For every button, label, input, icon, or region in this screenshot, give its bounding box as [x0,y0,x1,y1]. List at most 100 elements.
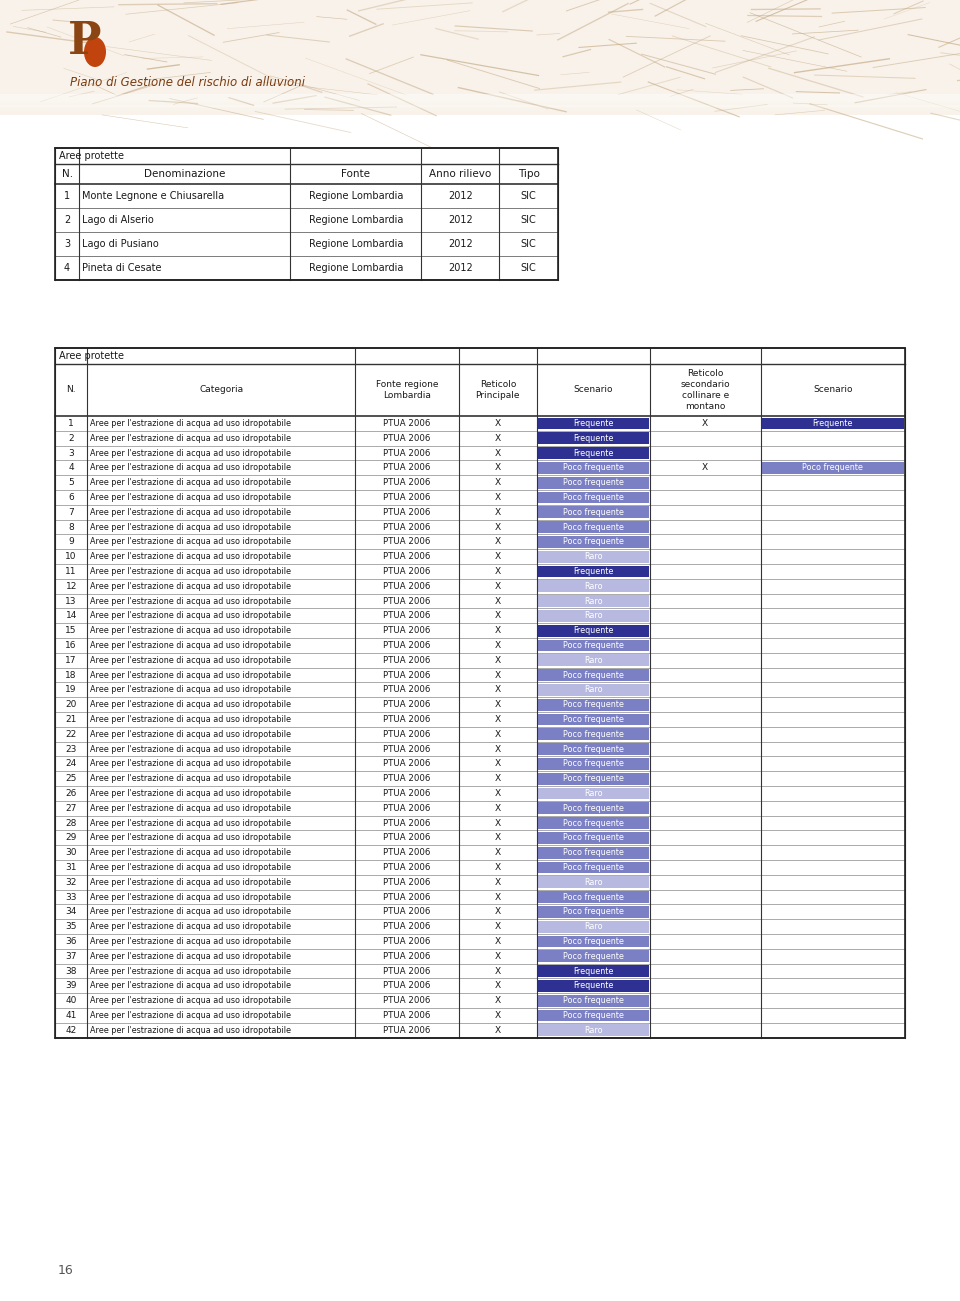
Bar [55,742,905,756]
Text: SIC: SIC [520,191,537,200]
Bar [539,448,649,459]
Text: Aree per l'estrazione di acqua ad uso idropotabile: Aree per l'estrazione di acqua ad uso id… [90,641,291,650]
Text: Aree protette: Aree protette [59,351,124,360]
Bar [55,1023,905,1038]
Text: 38: 38 [65,967,77,976]
Text: X: X [494,626,501,635]
Bar [539,684,649,696]
Text: PTUA 2006: PTUA 2006 [383,611,431,621]
Text: 19: 19 [65,686,77,695]
Bar [55,164,558,183]
Text: SIC: SIC [520,263,537,273]
Text: Aree per l'estrazione di acqua ad uso idropotabile: Aree per l'estrazione di acqua ad uso id… [90,433,291,442]
Bar [55,727,905,742]
Bar [762,418,903,429]
Bar [55,446,905,461]
Bar [539,462,649,474]
Bar [55,579,905,593]
Text: Poco frequente: Poco frequente [563,744,624,753]
Text: X: X [494,760,501,769]
Text: 9: 9 [68,537,74,546]
Text: Frequente: Frequente [573,567,613,576]
Text: 24: 24 [65,760,77,769]
Text: PTUA 2006: PTUA 2006 [383,716,431,723]
Text: PTUA 2006: PTUA 2006 [383,419,431,428]
Text: 16: 16 [58,1263,74,1276]
Bar [55,816,905,830]
Text: Fonte: Fonte [342,169,371,180]
Text: 37: 37 [65,952,77,960]
Bar [539,610,649,622]
Bar [55,890,905,904]
Text: Aree per l'estrazione di acqua ad uso idropotabile: Aree per l'estrazione di acqua ad uso id… [90,818,291,827]
Text: Aree per l'estrazione di acqua ad uso idropotabile: Aree per l'estrazione di acqua ad uso id… [90,774,291,783]
Text: Raro: Raro [585,552,603,561]
Text: Monte Legnone e Chiusarella: Monte Legnone e Chiusarella [83,191,225,200]
Text: 29: 29 [65,834,77,842]
Text: PTUA 2006: PTUA 2006 [383,804,431,813]
Text: Poco frequente: Poco frequente [563,537,624,546]
Bar [539,817,649,829]
Text: 2012: 2012 [447,239,472,248]
Text: PTUA 2006: PTUA 2006 [383,788,431,798]
Text: 14: 14 [65,611,77,621]
Text: Aree per l'estrazione di acqua ad uso idropotabile: Aree per l'estrazione di acqua ad uso id… [90,730,291,739]
Bar [539,1010,649,1021]
Bar [55,874,905,890]
Text: PTUA 2006: PTUA 2006 [383,537,431,546]
Text: Aree per l'estrazione di acqua ad uso idropotabile: Aree per l'estrazione di acqua ad uso id… [90,567,291,576]
Text: X: X [494,997,501,1006]
Text: SIC: SIC [520,215,537,225]
Text: X: X [494,582,501,591]
Text: 1: 1 [64,191,70,200]
Text: 16: 16 [65,641,77,650]
Text: 1: 1 [68,419,74,428]
Text: Frequente: Frequente [573,967,613,976]
Bar [539,905,649,917]
Text: Frequente: Frequente [573,449,613,458]
Text: 8: 8 [68,523,74,532]
Text: Poco frequente: Poco frequente [563,952,624,960]
Text: Poco frequente: Poco frequente [563,774,624,783]
Bar [55,830,905,846]
Text: PTUA 2006: PTUA 2006 [383,878,431,887]
Text: X: X [494,863,501,872]
Bar [55,756,905,771]
Bar [539,476,649,488]
Bar [55,860,905,874]
Bar [539,492,649,503]
Text: Poco frequente: Poco frequente [563,1011,624,1020]
Text: Aree per l'estrazione di acqua ad uso idropotabile: Aree per l'estrazione di acqua ad uso id… [90,863,291,872]
Text: PTUA 2006: PTUA 2006 [383,626,431,635]
Text: 18: 18 [65,670,77,679]
Text: Aree per l'estrazione di acqua ad uso idropotabile: Aree per l'estrazione di acqua ad uso id… [90,582,291,591]
Text: X: X [494,686,501,695]
Text: Aree per l'estrazione di acqua ad uso idropotabile: Aree per l'estrazione di acqua ad uso id… [90,552,291,561]
Bar [55,490,905,505]
Bar [55,964,905,978]
Text: Aree per l'estrazione di acqua ad uso idropotabile: Aree per l'estrazione di acqua ad uso id… [90,716,291,723]
Bar [55,148,558,280]
Text: PTUA 2006: PTUA 2006 [383,834,431,842]
Bar [55,208,558,232]
Bar [539,758,649,770]
Bar [539,713,649,725]
Text: Aree per l'estrazione di acqua ad uso idropotabile: Aree per l'estrazione di acqua ad uso id… [90,626,291,635]
Text: X: X [494,818,501,827]
Bar [539,566,649,578]
Text: 12: 12 [65,582,77,591]
Text: Aree per l'estrazione di acqua ad uso idropotabile: Aree per l'estrazione di acqua ad uso id… [90,419,291,428]
Text: 6: 6 [68,493,74,502]
Text: PTUA 2006: PTUA 2006 [383,433,431,442]
Text: X: X [494,774,501,783]
Text: Poco frequente: Poco frequente [563,670,624,679]
Bar [55,948,905,964]
Bar [762,462,903,474]
Text: X: X [494,537,501,546]
Text: X: X [494,700,501,709]
Bar [55,609,905,623]
Text: Aree per l'estrazione di acqua ad uso idropotabile: Aree per l'estrazione di acqua ad uso id… [90,744,291,753]
Bar [539,595,649,606]
Bar [55,148,558,164]
Text: 20: 20 [65,700,77,709]
